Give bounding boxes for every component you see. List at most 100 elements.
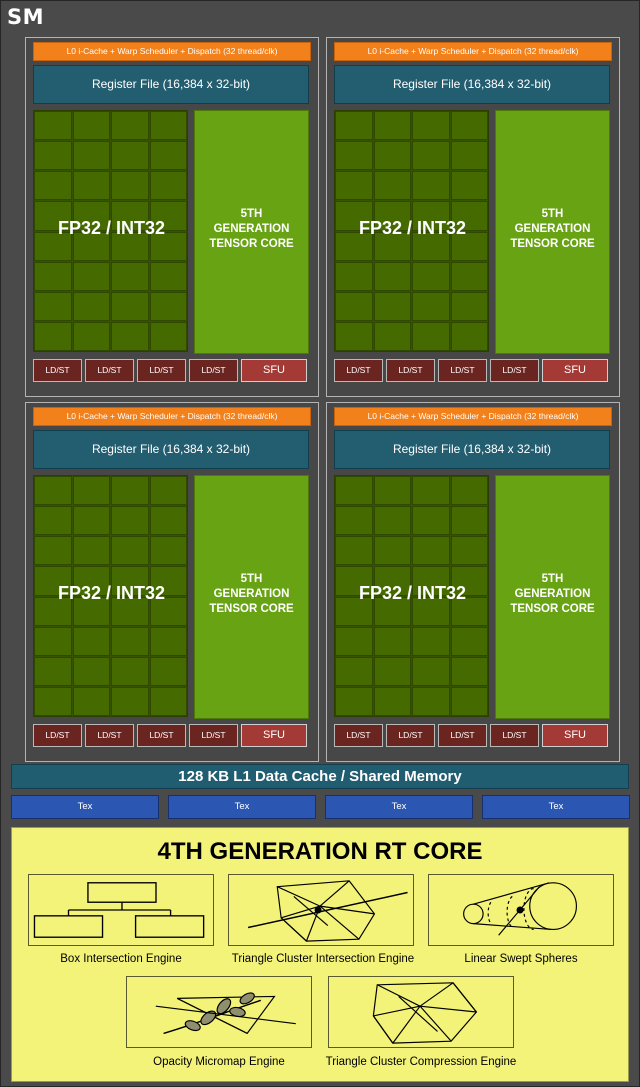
core-cell	[412, 171, 450, 201]
processing-block-2: L0 i-Cache + Warp Scheduler + Dispatch (…	[326, 37, 620, 397]
core-cell	[373, 596, 411, 626]
core-cell	[72, 506, 110, 536]
core-cell	[34, 506, 72, 536]
core-cell	[34, 476, 72, 506]
core-cell	[450, 141, 488, 171]
core-cell	[72, 141, 110, 171]
core-cell	[373, 656, 411, 686]
sfu-unit: SFU	[542, 724, 608, 747]
core-cell	[149, 566, 187, 596]
ld-st-unit: LD/ST	[137, 724, 186, 747]
core-cell	[72, 231, 110, 261]
core-cell	[111, 141, 149, 171]
core-cell	[450, 506, 488, 536]
core-cell	[412, 476, 450, 506]
core-cell	[412, 626, 450, 656]
ld-st-unit: LD/ST	[189, 724, 238, 747]
core-cell	[34, 231, 72, 261]
opacity-micromap-label: Opacity Micromap Engine	[153, 1056, 285, 1068]
core-cell	[450, 536, 488, 566]
triangle-cluster-compression-engine	[328, 976, 514, 1048]
tex-unit-4: Tex	[482, 795, 630, 819]
core-cell	[450, 476, 488, 506]
core-cell	[111, 201, 149, 231]
ld-st-unit: LD/ST	[490, 724, 539, 747]
core-cell	[34, 596, 72, 626]
tensor-line-1: 5TH	[240, 573, 263, 585]
core-cell	[450, 321, 488, 351]
sfu-unit: SFU	[542, 359, 608, 382]
core-cell	[450, 171, 488, 201]
warp-scheduler: L0 i-Cache + Warp Scheduler + Dispatch (…	[334, 407, 612, 426]
core-cell	[34, 321, 72, 351]
core-cell	[34, 566, 72, 596]
fp32-int32-cores	[33, 110, 188, 352]
warp-scheduler: L0 i-Cache + Warp Scheduler + Dispatch (…	[33, 407, 311, 426]
tensor-line-2: GENERATION	[213, 223, 290, 235]
core-cell	[111, 111, 149, 141]
core-cell	[373, 566, 411, 596]
core-cell	[450, 291, 488, 321]
core-cell	[111, 231, 149, 261]
box-intersection-engine	[28, 874, 214, 946]
core-cell	[335, 321, 373, 351]
core-cell	[373, 111, 411, 141]
triangle-cluster-intersection-label: Triangle Cluster Intersection Engine	[231, 953, 415, 965]
core-cell	[450, 111, 488, 141]
tex-unit-3: Tex	[325, 795, 473, 819]
tensor-line-2: GENERATION	[514, 223, 591, 235]
tensor-core: 5TH GENERATION TENSOR CORE	[495, 475, 610, 719]
core-cell	[412, 111, 450, 141]
core-cell	[111, 656, 149, 686]
triangle-cluster-compression-label: Triangle Cluster Compression Engine	[325, 1056, 517, 1068]
core-cell	[373, 686, 411, 716]
rt-core-title: 4TH GENERATION RT CORE	[157, 838, 483, 865]
core-cell	[335, 596, 373, 626]
core-cell	[34, 201, 72, 231]
core-cell	[373, 141, 411, 171]
core-cell	[412, 291, 450, 321]
core-cell	[335, 231, 373, 261]
core-cell	[34, 171, 72, 201]
core-cell	[149, 171, 187, 201]
tensor-line-3: TENSOR CORE	[209, 238, 294, 250]
core-cell	[111, 321, 149, 351]
core-cell	[335, 536, 373, 566]
tensor-core: 5TH GENERATION TENSOR CORE	[495, 110, 610, 354]
tensor-line-3: TENSOR CORE	[510, 603, 595, 615]
core-cell	[149, 536, 187, 566]
core-cell	[72, 686, 110, 716]
core-cell	[111, 476, 149, 506]
core-cell	[111, 171, 149, 201]
sfu-unit: SFU	[241, 724, 307, 747]
core-cell	[450, 656, 488, 686]
triangle-cluster-intersection-engine	[228, 874, 414, 946]
sfu-unit: SFU	[241, 359, 307, 382]
core-cell	[335, 566, 373, 596]
tensor-line-3: TENSOR CORE	[510, 238, 595, 250]
core-cell	[450, 231, 488, 261]
core-cell	[111, 596, 149, 626]
register-file: Register File (16,384 x 32-bit)	[33, 430, 309, 469]
core-cell	[72, 291, 110, 321]
l1-data-cache: 128 KB L1 Data Cache / Shared Memory	[11, 764, 629, 789]
tensor-core: 5TH GENERATION TENSOR CORE	[194, 110, 309, 354]
core-cell	[34, 536, 72, 566]
core-cell	[72, 111, 110, 141]
ld-st-unit: LD/ST	[33, 724, 82, 747]
core-cell	[34, 141, 72, 171]
core-cell	[335, 171, 373, 201]
core-cell	[149, 141, 187, 171]
tensor-line-1: 5TH	[541, 208, 564, 220]
core-cell	[149, 111, 187, 141]
ld-st-unit: LD/ST	[334, 359, 383, 382]
core-cell	[373, 171, 411, 201]
core-cell	[149, 261, 187, 291]
core-cell	[335, 111, 373, 141]
core-cell	[72, 626, 110, 656]
core-cell	[373, 261, 411, 291]
triangle-cluster-ray-icon	[247, 880, 408, 942]
ld-st-unit: LD/ST	[334, 724, 383, 747]
core-cell	[34, 291, 72, 321]
tensor-line-2: GENERATION	[213, 588, 290, 600]
